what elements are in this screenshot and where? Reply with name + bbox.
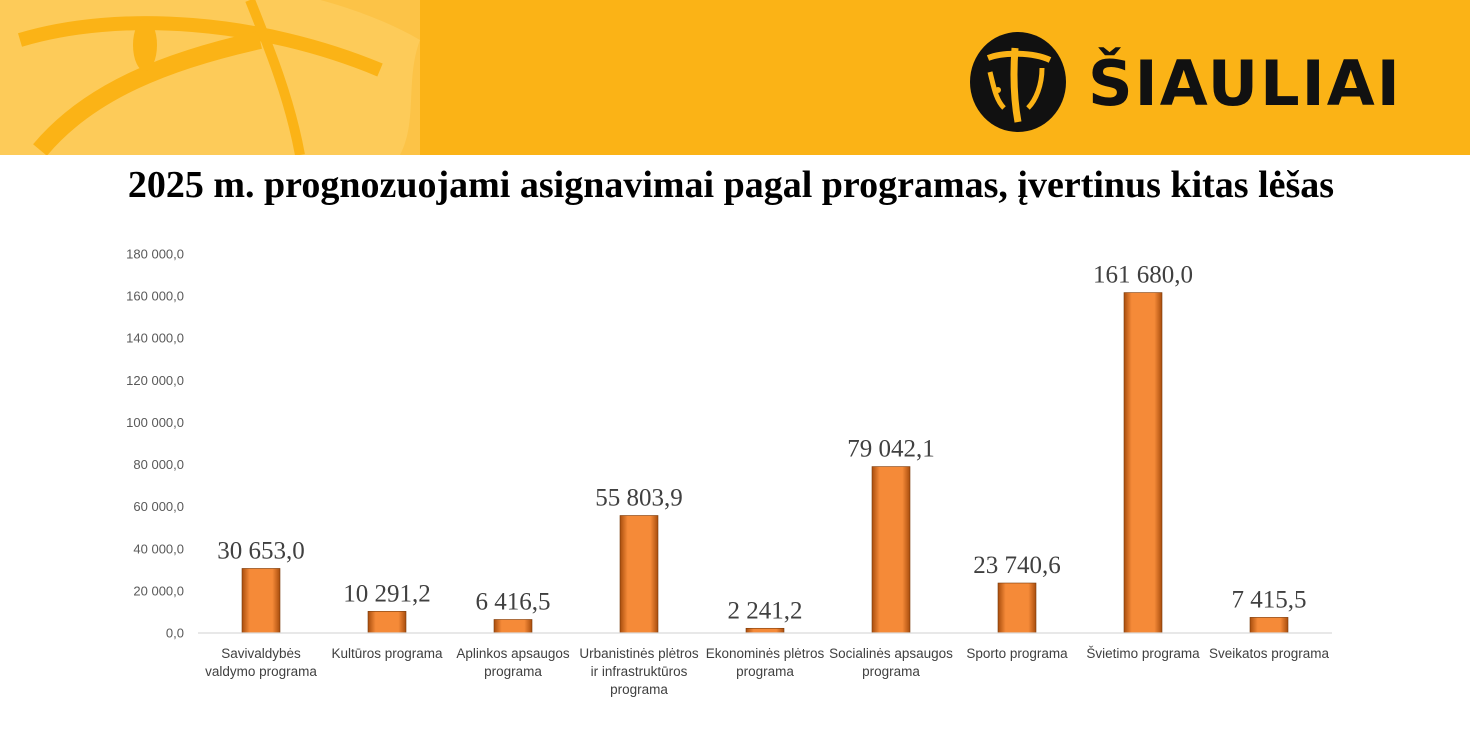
y-tick-label: 80 000,0 (133, 457, 184, 472)
data-label: 2 241,2 (728, 597, 803, 624)
data-label: 79 042,1 (847, 436, 935, 463)
category-label: Kultūros programa (331, 646, 443, 661)
data-label: 55 803,9 (595, 485, 683, 512)
decorative-emblem-watermark-icon (0, 0, 420, 155)
data-label: 23 740,6 (973, 552, 1061, 579)
y-tick-label: 60 000,0 (133, 499, 184, 514)
bar (745, 627, 785, 634)
bar (1123, 292, 1163, 634)
page-title: 2025 m. prognozuojami asignavimai pagal … (127, 164, 1335, 206)
bars (241, 292, 1289, 634)
data-label: 10 291,2 (343, 580, 431, 607)
y-tick-label: 40 000,0 (133, 541, 184, 556)
category-label: Ekonominės plėtros programa (706, 646, 825, 679)
category-label: Sporto programa (966, 646, 1068, 661)
x-axis-categories: Savivaldybės valdymo programa Kultūros pro… (205, 646, 1329, 697)
y-tick-label: 0,0 (166, 626, 184, 641)
header-banner: ŠIAULIAI (0, 0, 1470, 155)
data-label: 161 680,0 (1093, 262, 1193, 289)
bar (997, 582, 1037, 634)
bar (493, 619, 533, 634)
bar (1249, 617, 1289, 634)
data-labels: 30 653,0 10 291,2 6 416,5 55 803,9 2 241,2 79… (217, 262, 1306, 625)
y-tick-label: 100 000,0 (126, 415, 184, 430)
data-label: 30 653,0 (217, 537, 305, 564)
y-axis: 0,0 20 000,0 40 000,0 60 000,0 80 000,0 100 0… (126, 247, 184, 641)
brand-name: ŠIAULIAI (1088, 47, 1402, 120)
data-label: 7 415,5 (1232, 586, 1307, 613)
y-tick-label: 120 000,0 (126, 373, 184, 388)
bar (871, 466, 911, 634)
y-tick-label: 20 000,0 (133, 583, 184, 598)
category-label: Švietimo programa (1086, 646, 1200, 661)
bar (619, 515, 659, 634)
bar (367, 611, 407, 634)
y-tick-label: 180 000,0 (126, 247, 184, 262)
siauliai-logo-icon (970, 32, 1066, 132)
category-label: Sveikatos programa (1209, 646, 1330, 661)
y-tick-label: 140 000,0 (126, 331, 184, 346)
category-label: Urbanistinės plėtros ir infrastruktūros pr… (579, 646, 699, 697)
data-label: 6 416,5 (476, 588, 551, 615)
category-label: Savivaldybės valdymo programa (205, 646, 317, 679)
category-label: Socialinės apsaugos programa (829, 646, 953, 679)
bar (241, 568, 281, 634)
y-tick-label: 160 000,0 (126, 289, 184, 304)
category-label: Aplinkos apsaugos programa (456, 646, 570, 679)
